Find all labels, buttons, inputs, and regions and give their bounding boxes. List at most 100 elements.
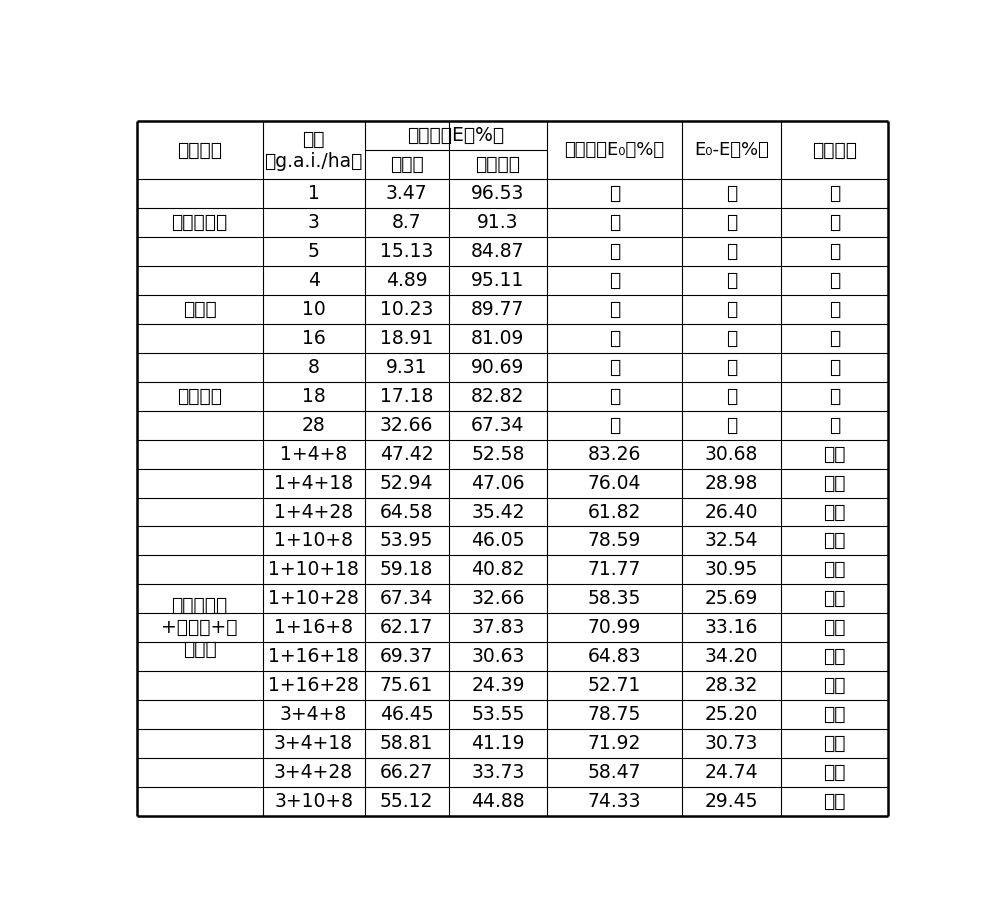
Text: －: － bbox=[609, 415, 620, 435]
Text: 1: 1 bbox=[308, 185, 320, 203]
Text: 71.77: 71.77 bbox=[588, 560, 641, 580]
Text: 4: 4 bbox=[308, 271, 320, 290]
Text: －: － bbox=[726, 415, 737, 435]
Text: 62.17: 62.17 bbox=[380, 618, 433, 637]
Text: E₀-E（%）: E₀-E（%） bbox=[694, 141, 769, 160]
Text: 增效: 增效 bbox=[823, 676, 846, 695]
Text: －: － bbox=[609, 213, 620, 233]
Text: 89.77: 89.77 bbox=[471, 300, 525, 319]
Text: 药剂名称: 药剂名称 bbox=[177, 141, 222, 160]
Text: －: － bbox=[829, 271, 840, 290]
Text: 58.35: 58.35 bbox=[588, 589, 641, 608]
Text: 33.73: 33.73 bbox=[471, 763, 525, 782]
Text: 35.42: 35.42 bbox=[471, 502, 525, 521]
Text: 24.39: 24.39 bbox=[471, 676, 525, 695]
Text: 18.91: 18.91 bbox=[380, 329, 433, 348]
Text: －: － bbox=[829, 242, 840, 261]
Text: 3+4+8: 3+4+8 bbox=[280, 705, 347, 724]
Text: 52.58: 52.58 bbox=[471, 445, 525, 463]
Text: 联合作用: 联合作用 bbox=[812, 141, 857, 160]
Text: 64.83: 64.83 bbox=[588, 647, 641, 666]
Text: －: － bbox=[609, 358, 620, 377]
Text: 95.11: 95.11 bbox=[471, 271, 525, 290]
Text: 53.95: 53.95 bbox=[380, 532, 433, 550]
Text: 剂量
（g.a.i./ha）: 剂量 （g.a.i./ha） bbox=[264, 130, 363, 171]
Text: 4.89: 4.89 bbox=[386, 271, 427, 290]
Text: 增效: 增效 bbox=[823, 792, 846, 810]
Text: 增效: 增效 bbox=[823, 532, 846, 550]
Text: 44.88: 44.88 bbox=[471, 792, 525, 810]
Text: 28.98: 28.98 bbox=[705, 473, 758, 493]
Text: 10: 10 bbox=[302, 300, 325, 319]
Text: 1+10+28: 1+10+28 bbox=[268, 589, 359, 608]
Text: 3: 3 bbox=[308, 213, 320, 233]
Text: 5: 5 bbox=[308, 242, 320, 261]
Text: 10.23: 10.23 bbox=[380, 300, 433, 319]
Text: 1+4+8: 1+4+8 bbox=[280, 445, 347, 463]
Text: 90.69: 90.69 bbox=[471, 358, 525, 377]
Text: 78.59: 78.59 bbox=[588, 532, 641, 550]
Text: 8.7: 8.7 bbox=[392, 213, 421, 233]
Text: 1+10+8: 1+10+8 bbox=[274, 532, 353, 550]
Text: 增效: 增效 bbox=[823, 560, 846, 580]
Text: －: － bbox=[829, 300, 840, 319]
Text: 66.27: 66.27 bbox=[380, 763, 433, 782]
Text: 47.42: 47.42 bbox=[380, 445, 433, 463]
Text: 增效: 增效 bbox=[823, 589, 846, 608]
Text: 增效: 增效 bbox=[823, 473, 846, 493]
Text: －: － bbox=[726, 387, 737, 406]
Text: 1+4+18: 1+4+18 bbox=[274, 473, 353, 493]
Text: 3+10+8: 3+10+8 bbox=[274, 792, 353, 810]
Text: 8: 8 bbox=[308, 358, 320, 377]
Text: 3.47: 3.47 bbox=[386, 185, 427, 203]
Text: 91.3: 91.3 bbox=[477, 213, 519, 233]
Text: 增效: 增效 bbox=[823, 734, 846, 753]
Text: 唑草酮: 唑草酮 bbox=[183, 300, 216, 319]
Text: －: － bbox=[609, 300, 620, 319]
Text: －: － bbox=[609, 329, 620, 348]
Text: 28: 28 bbox=[302, 415, 325, 435]
Text: 抑制率: 抑制率 bbox=[390, 155, 424, 174]
Text: 71.92: 71.92 bbox=[588, 734, 641, 753]
Text: 30.63: 30.63 bbox=[471, 647, 525, 666]
Text: 增效: 增效 bbox=[823, 445, 846, 463]
Text: 氟氯吡啶酯
+唑草酮+唑
啉草酯: 氟氯吡啶酯 +唑草酮+唑 啉草酯 bbox=[161, 596, 238, 659]
Text: 1+16+8: 1+16+8 bbox=[274, 618, 353, 637]
Text: 氟氯吡啶酯: 氟氯吡啶酯 bbox=[171, 213, 228, 233]
Text: 15.13: 15.13 bbox=[380, 242, 433, 261]
Text: －: － bbox=[726, 329, 737, 348]
Text: 25.20: 25.20 bbox=[705, 705, 758, 724]
Text: 16: 16 bbox=[302, 329, 325, 348]
Text: 24.74: 24.74 bbox=[705, 763, 758, 782]
Text: 58.81: 58.81 bbox=[380, 734, 433, 753]
Text: 96.53: 96.53 bbox=[471, 185, 525, 203]
Text: 17.18: 17.18 bbox=[380, 387, 433, 406]
Text: 84.87: 84.87 bbox=[471, 242, 525, 261]
Text: －: － bbox=[609, 387, 620, 406]
Text: 81.09: 81.09 bbox=[471, 329, 525, 348]
Text: 70.99: 70.99 bbox=[588, 618, 641, 637]
Text: 34.20: 34.20 bbox=[705, 647, 758, 666]
Text: 1+4+28: 1+4+28 bbox=[274, 502, 353, 521]
Text: 实测防效E（%）: 实测防效E（%） bbox=[407, 126, 504, 146]
Text: －: － bbox=[726, 185, 737, 203]
Text: 82.82: 82.82 bbox=[471, 387, 525, 406]
Text: 增效: 增效 bbox=[823, 618, 846, 637]
Text: －: － bbox=[829, 185, 840, 203]
Text: 40.82: 40.82 bbox=[471, 560, 525, 580]
Text: 37.83: 37.83 bbox=[471, 618, 525, 637]
Text: －: － bbox=[829, 415, 840, 435]
Text: 67.34: 67.34 bbox=[380, 589, 433, 608]
Text: －: － bbox=[726, 271, 737, 290]
Text: 41.19: 41.19 bbox=[471, 734, 525, 753]
Text: 增效: 增效 bbox=[823, 705, 846, 724]
Text: 26.40: 26.40 bbox=[705, 502, 758, 521]
Text: 9.31: 9.31 bbox=[386, 358, 427, 377]
Text: 67.34: 67.34 bbox=[471, 415, 525, 435]
Text: －: － bbox=[609, 271, 620, 290]
Text: 32.66: 32.66 bbox=[471, 589, 525, 608]
Text: 25.69: 25.69 bbox=[705, 589, 758, 608]
Text: 3+4+28: 3+4+28 bbox=[274, 763, 353, 782]
Text: 28.32: 28.32 bbox=[705, 676, 758, 695]
Text: 增效: 增效 bbox=[823, 763, 846, 782]
